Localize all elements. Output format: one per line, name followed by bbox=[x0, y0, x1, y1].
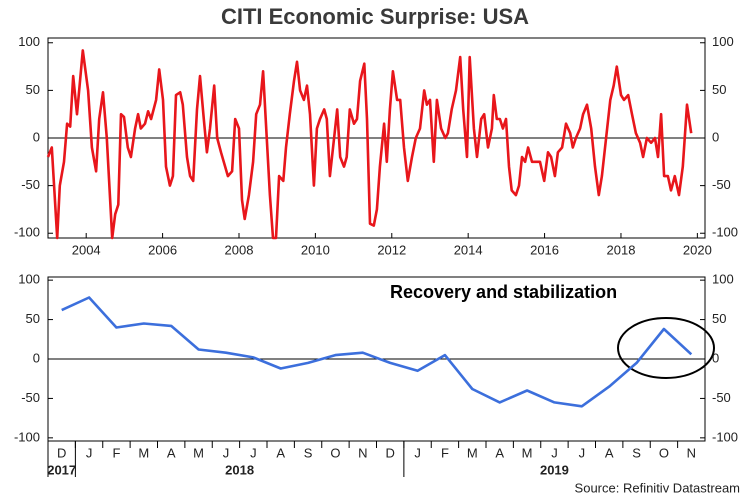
x-tick-label: M bbox=[522, 445, 533, 460]
x-tick-label: 2014 bbox=[454, 242, 483, 257]
x-tick-label: 2006 bbox=[148, 242, 177, 257]
x-tick-label: 2008 bbox=[225, 242, 254, 257]
data-line bbox=[61, 296, 693, 408]
y-tick-label: -100 bbox=[14, 225, 40, 240]
x-tick-label: A bbox=[276, 445, 285, 460]
x-tick-label: A bbox=[167, 445, 176, 460]
y-tick-label: 100 bbox=[18, 34, 40, 49]
x-tick-label: 2020 bbox=[683, 242, 712, 257]
y-tick-label: 0 bbox=[33, 350, 40, 365]
y2-tick-label: 50 bbox=[712, 311, 726, 326]
annotation: Recovery and stabilization bbox=[390, 282, 617, 302]
year-label: 2018 bbox=[225, 462, 254, 477]
x-tick-label: 2018 bbox=[607, 242, 636, 257]
x-tick-label: J bbox=[223, 445, 230, 460]
x-tick-label: S bbox=[304, 445, 313, 460]
x-tick-label: N bbox=[358, 445, 367, 460]
y2-tick-label: 100 bbox=[712, 34, 734, 49]
x-tick-label: 2010 bbox=[301, 242, 330, 257]
data-line bbox=[46, 49, 693, 240]
y-tick-label: 100 bbox=[18, 272, 40, 287]
x-tick-label: 2004 bbox=[72, 242, 101, 257]
y-tick-label: -100 bbox=[14, 429, 40, 444]
x-tick-label: N bbox=[687, 445, 696, 460]
y2-tick-label: -100 bbox=[712, 225, 738, 240]
y-tick-label: -50 bbox=[21, 390, 40, 405]
x-tick-label: M bbox=[193, 445, 204, 460]
x-tick-label: O bbox=[659, 445, 669, 460]
x-tick-label: D bbox=[57, 445, 66, 460]
x-tick-label: J bbox=[551, 445, 558, 460]
chart-title: CITI Economic Surprise: USA bbox=[221, 4, 529, 29]
x-tick-label: J bbox=[579, 445, 586, 460]
year-label: 2017 bbox=[47, 462, 76, 477]
x-tick-label: D bbox=[385, 445, 394, 460]
y2-tick-label: -100 bbox=[712, 429, 738, 444]
y2-tick-label: 0 bbox=[712, 350, 719, 365]
x-tick-label: F bbox=[112, 445, 120, 460]
source-note: Source: Refinitiv Datastream bbox=[575, 480, 740, 495]
x-tick-label: S bbox=[632, 445, 641, 460]
x-tick-label: 2016 bbox=[530, 242, 559, 257]
highlight-ellipse bbox=[617, 317, 715, 379]
x-tick-label: J bbox=[86, 445, 93, 460]
y2-tick-label: 0 bbox=[712, 129, 719, 144]
y-tick-label: 0 bbox=[33, 129, 40, 144]
y-tick-label: 50 bbox=[26, 311, 40, 326]
x-tick-label: M bbox=[467, 445, 478, 460]
y2-tick-label: 50 bbox=[712, 82, 726, 97]
x-tick-label: 2012 bbox=[377, 242, 406, 257]
y2-tick-label: 100 bbox=[712, 272, 734, 287]
y-tick-label: 50 bbox=[26, 82, 40, 97]
year-label: 2019 bbox=[540, 462, 569, 477]
y2-tick-label: -50 bbox=[712, 390, 731, 405]
x-tick-label: J bbox=[414, 445, 421, 460]
x-tick-label: A bbox=[495, 445, 504, 460]
x-tick-label: M bbox=[138, 445, 149, 460]
x-tick-label: F bbox=[441, 445, 449, 460]
x-tick-label: A bbox=[605, 445, 614, 460]
y2-tick-label: -50 bbox=[712, 177, 731, 192]
x-tick-label: O bbox=[330, 445, 340, 460]
y-tick-label: -50 bbox=[21, 177, 40, 192]
x-tick-label: J bbox=[250, 445, 257, 460]
